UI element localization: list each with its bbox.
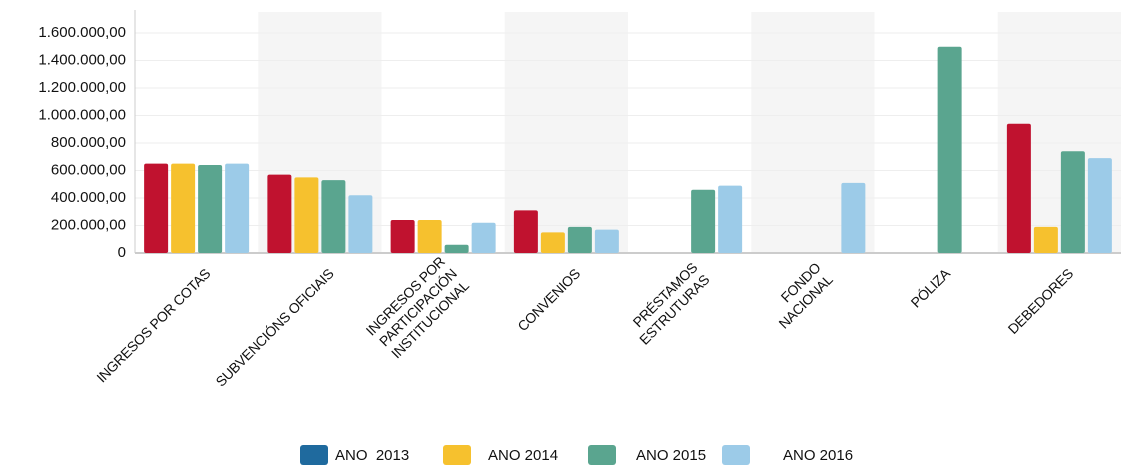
- x-tick-label-line: CONVENIOS: [514, 265, 583, 334]
- bar: [198, 165, 223, 253]
- x-tick-label-line: INGRESOS POR COTAS: [93, 265, 213, 385]
- bar: [267, 174, 292, 253]
- y-tick-label: 1.200.000,00: [38, 79, 126, 96]
- legend-swatch: [588, 445, 616, 465]
- bar: [718, 185, 743, 253]
- x-tick-label-line: PÓLIZA: [908, 265, 954, 311]
- y-tick-label: 1.000.000,00: [38, 106, 126, 123]
- y-tick-label: 200.000,00: [51, 216, 126, 233]
- bar: [567, 226, 592, 253]
- bar: [1006, 123, 1031, 253]
- bar: [294, 177, 319, 253]
- y-tick-label: 800.000,00: [51, 134, 126, 151]
- legend-label: ANO 2014: [488, 447, 558, 464]
- bar: [1060, 151, 1085, 253]
- legend-swatch: [722, 445, 750, 465]
- legend-label: ANO 2013: [335, 447, 409, 464]
- x-tick-label: DEBEDORES: [1005, 265, 1077, 337]
- x-tick-label: PÓLIZA: [908, 265, 954, 311]
- bar: [417, 220, 442, 253]
- legend-swatch: [300, 445, 328, 465]
- y-tick-label: 0: [118, 244, 126, 261]
- bar: [513, 210, 538, 253]
- bar: [390, 220, 415, 253]
- bar: [937, 46, 962, 253]
- y-tick-label: 600.000,00: [51, 161, 126, 178]
- y-tick-label: 1.400.000,00: [38, 51, 126, 68]
- x-tick-label: CONVENIOS: [514, 265, 583, 334]
- bar: [540, 232, 565, 253]
- bar: [348, 195, 373, 253]
- bar: [144, 163, 169, 253]
- x-tick-label: INGRESOS POR COTAS: [93, 265, 213, 385]
- bar: [594, 229, 619, 253]
- y-tick-label: 400.000,00: [51, 189, 126, 206]
- legend-swatch: [443, 445, 471, 465]
- bar: [1087, 158, 1112, 253]
- y-tick-label: 1.600.000,00: [38, 24, 126, 41]
- bar: [1033, 226, 1058, 253]
- legend-label: ANO 2016: [783, 447, 853, 464]
- bar: [321, 180, 346, 253]
- x-tick-label-line: DEBEDORES: [1005, 265, 1077, 337]
- x-tick-label-line: SUBVENCIÓNS OFICIAIS: [212, 265, 336, 389]
- bar: [471, 222, 496, 253]
- bar: [171, 163, 196, 253]
- bar: [841, 182, 866, 253]
- legend-label: ANO 2015: [636, 447, 706, 464]
- bar: [225, 163, 250, 253]
- x-tick-label: SUBVENCIÓNS OFICIAIS: [212, 265, 336, 389]
- bar: [691, 189, 716, 253]
- bar: [444, 244, 469, 253]
